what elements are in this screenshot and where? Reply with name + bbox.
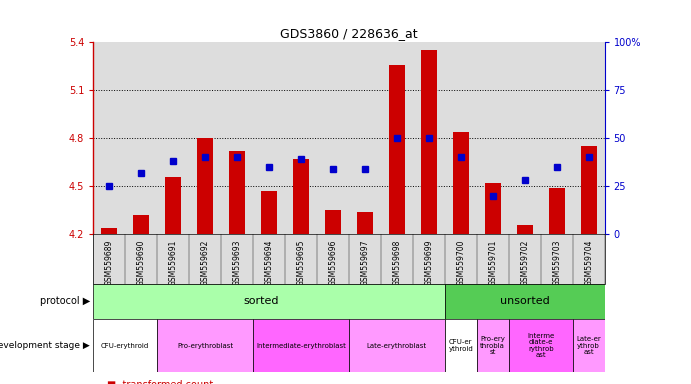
Text: GSM559694: GSM559694: [265, 239, 274, 286]
Text: Interme
diate-e
rythrob
ast: Interme diate-e rythrob ast: [527, 333, 554, 358]
Bar: [453, 132, 468, 234]
Bar: [253, 319, 349, 372]
Bar: [445, 284, 605, 319]
Bar: [413, 42, 445, 234]
Text: Pro-erythroblast: Pro-erythroblast: [177, 343, 233, 349]
Bar: [165, 177, 181, 234]
Bar: [349, 319, 445, 372]
Bar: [573, 42, 605, 234]
Text: GSM559696: GSM559696: [328, 239, 337, 286]
Text: protocol ▶: protocol ▶: [39, 296, 90, 306]
Text: GSM559700: GSM559700: [456, 239, 465, 286]
Bar: [125, 42, 157, 234]
Bar: [93, 319, 158, 372]
Bar: [421, 50, 437, 234]
Bar: [477, 319, 509, 372]
Bar: [389, 65, 405, 234]
Bar: [509, 319, 573, 372]
Text: ■  transformed count: ■ transformed count: [107, 379, 214, 384]
Bar: [325, 210, 341, 234]
Bar: [317, 42, 349, 234]
Text: GSM559693: GSM559693: [233, 239, 242, 286]
Bar: [509, 42, 540, 234]
Bar: [158, 319, 253, 372]
Text: sorted: sorted: [243, 296, 278, 306]
Bar: [133, 215, 149, 234]
Bar: [580, 146, 596, 234]
Bar: [261, 191, 277, 234]
Text: development stage ▶: development stage ▶: [0, 341, 90, 350]
Text: GSM559695: GSM559695: [296, 239, 305, 286]
Text: Late-er
ythrob
ast: Late-er ythrob ast: [576, 336, 601, 355]
Bar: [157, 42, 189, 234]
Text: Late-erythroblast: Late-erythroblast: [367, 343, 427, 349]
Title: GDS3860 / 228636_at: GDS3860 / 228636_at: [280, 26, 418, 40]
Bar: [485, 183, 501, 234]
Text: GSM559704: GSM559704: [584, 239, 593, 286]
Bar: [93, 284, 445, 319]
Text: Intermediate-erythroblast: Intermediate-erythroblast: [256, 343, 346, 349]
Bar: [549, 188, 565, 234]
Text: GSM559699: GSM559699: [424, 239, 433, 286]
Text: GSM559689: GSM559689: [105, 239, 114, 286]
Text: GSM559691: GSM559691: [169, 239, 178, 286]
Bar: [93, 42, 125, 234]
Text: unsorted: unsorted: [500, 296, 549, 306]
Text: GSM559692: GSM559692: [200, 239, 209, 286]
Bar: [293, 159, 309, 234]
Text: GSM559702: GSM559702: [520, 239, 529, 286]
Text: GSM559690: GSM559690: [137, 239, 146, 286]
Text: CFU-erythroid: CFU-erythroid: [101, 343, 149, 349]
Bar: [253, 42, 285, 234]
Bar: [349, 42, 381, 234]
Bar: [197, 138, 213, 234]
Bar: [102, 228, 117, 234]
Bar: [477, 42, 509, 234]
Text: GSM559701: GSM559701: [489, 239, 498, 286]
Bar: [445, 42, 477, 234]
Bar: [285, 42, 317, 234]
Bar: [573, 319, 605, 372]
Text: Pro-ery
throbla
st: Pro-ery throbla st: [480, 336, 505, 355]
Text: GSM559703: GSM559703: [552, 239, 561, 286]
Bar: [229, 151, 245, 234]
Bar: [221, 42, 253, 234]
Bar: [381, 42, 413, 234]
Bar: [189, 42, 221, 234]
Text: CFU-er
ythroid: CFU-er ythroid: [448, 339, 473, 352]
Text: GSM559697: GSM559697: [361, 239, 370, 286]
Text: GSM559698: GSM559698: [392, 239, 401, 286]
Bar: [540, 42, 573, 234]
Bar: [517, 225, 533, 234]
Bar: [357, 212, 373, 234]
Bar: [445, 319, 477, 372]
